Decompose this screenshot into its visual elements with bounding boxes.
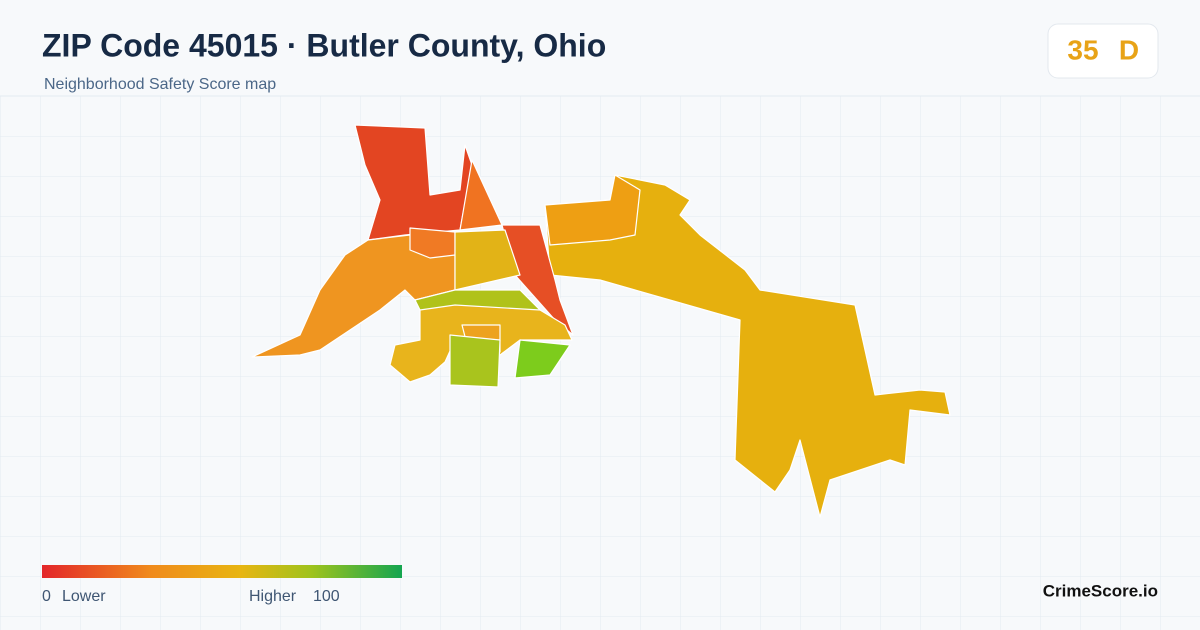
legend-min-label: Lower xyxy=(62,588,106,605)
legend-max-label: Higher xyxy=(249,588,297,605)
grid-background xyxy=(0,96,1200,630)
legend-min: 0 xyxy=(42,588,51,605)
zone xyxy=(501,224,574,336)
zone xyxy=(409,227,456,259)
zone xyxy=(544,174,641,246)
score-badge: 35 D xyxy=(1047,23,1159,79)
score-grade: D xyxy=(1119,34,1139,65)
zone xyxy=(449,334,501,388)
subtitle: Neighborhood Safety Score map xyxy=(44,76,276,93)
zone xyxy=(459,159,503,231)
zone xyxy=(544,174,951,518)
score-value: 35 xyxy=(1067,34,1098,65)
badge-box xyxy=(1047,23,1159,79)
map xyxy=(251,124,951,518)
brand: CrimeScore.io xyxy=(1043,581,1158,600)
zone xyxy=(454,229,521,291)
zone xyxy=(514,339,571,379)
legend-gradient xyxy=(42,565,402,578)
legend: 0 Lower Higher 100 xyxy=(42,565,402,605)
title: ZIP Code 45015 · Butler County, Ohio xyxy=(42,27,606,63)
legend-max: 100 xyxy=(313,588,340,605)
